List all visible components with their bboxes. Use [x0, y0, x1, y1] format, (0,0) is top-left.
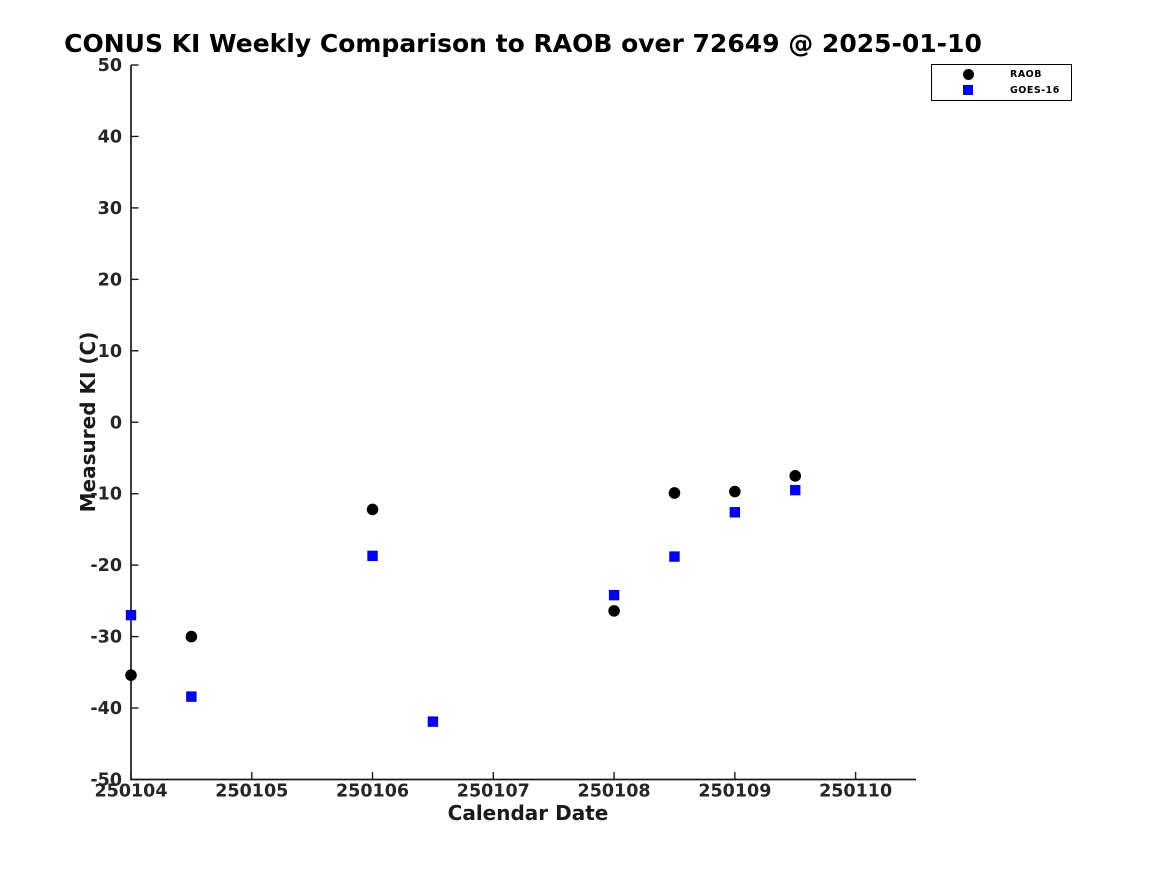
legend-entry-goes16: GOES-16: [932, 83, 1071, 98]
goes-16-data-point: [669, 551, 680, 562]
raob-data-point: [789, 470, 802, 482]
legend-marker-cell: [932, 69, 1004, 81]
x-axis-label: Calendar Date: [447, 801, 609, 825]
raob-data-point: [366, 503, 379, 516]
legend-marker-cell: [932, 85, 1004, 96]
y-axis-label: Measured KI (C): [76, 331, 100, 513]
x-tick-label: 250104: [94, 782, 167, 802]
raob-data-point: [668, 487, 681, 499]
goes16-square-marker-icon: [963, 85, 973, 96]
legend-label-raob: RAOB: [1010, 69, 1042, 81]
goes-16-data-point: [608, 589, 620, 601]
goes-16-data-point: [427, 716, 439, 727]
x-tick-label: 250106: [336, 782, 409, 802]
raob-data-point: [608, 605, 620, 617]
goes-16-data-point: [729, 507, 741, 518]
y-tick-label: 50: [98, 56, 122, 76]
raob-circle-marker-icon: [962, 69, 974, 81]
y-tick-label: -20: [90, 556, 122, 576]
x-tick-label: 250110: [819, 782, 892, 802]
y-tick-label: -50: [90, 771, 122, 791]
y-tick-label: -40: [90, 699, 122, 719]
y-tick-label: 0: [110, 413, 122, 433]
x-tick-label: 250109: [698, 782, 771, 802]
y-tick-label: 40: [98, 127, 122, 147]
legend-entry-raob: RAOB: [932, 67, 1071, 82]
y-tick-label: -10: [90, 485, 122, 505]
goes-16-data-point: [367, 550, 378, 562]
y-tick-label: -30: [90, 628, 122, 648]
x-tick-label: 250105: [215, 782, 288, 802]
x-tick-label: 250108: [578, 782, 651, 802]
raob-data-point: [185, 630, 198, 643]
y-tick-label: 30: [98, 199, 122, 219]
y-tick-label: 10: [98, 342, 122, 362]
raob-data-point: [729, 485, 741, 498]
x-tick-label: 250107: [457, 782, 530, 802]
goes-16-data-point: [125, 609, 137, 621]
goes-16-data-point: [186, 691, 197, 702]
chart-title: CONUS KI Weekly Comparison to RAOB over …: [64, 29, 982, 58]
goes-16-data-point: [790, 484, 801, 496]
legend-label-goes16: GOES-16: [1010, 84, 1060, 96]
y-tick-label: 20: [98, 270, 122, 290]
raob-data-point: [125, 669, 137, 681]
legend: RAOB GOES-16: [931, 64, 1072, 101]
